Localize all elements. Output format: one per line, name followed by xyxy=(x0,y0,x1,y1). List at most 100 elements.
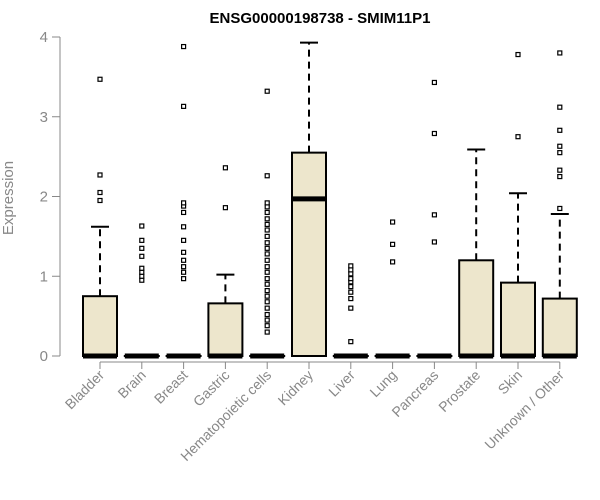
outlier-point xyxy=(557,150,563,156)
outlier-point xyxy=(557,143,563,149)
outlier-point xyxy=(97,189,103,196)
outlier-point xyxy=(348,305,354,311)
outlier-point xyxy=(181,237,187,243)
outlier-point xyxy=(264,245,270,251)
outlier-point xyxy=(264,209,270,216)
x-tick-label: Liver xyxy=(325,367,358,400)
outlier-point xyxy=(264,281,270,287)
outlier-point xyxy=(390,219,396,225)
outlier-point xyxy=(264,173,270,179)
outlier-point xyxy=(431,239,437,245)
outlier-point xyxy=(264,299,270,305)
y-tick-label: 3 xyxy=(40,109,48,126)
box-rect xyxy=(458,259,495,357)
outlier-point xyxy=(515,134,521,140)
box-group xyxy=(458,148,495,359)
outlier-point xyxy=(264,323,270,329)
outlier-point xyxy=(97,76,103,82)
outlier-point xyxy=(181,269,187,275)
box-group xyxy=(249,88,286,359)
outlier-point xyxy=(264,293,270,299)
x-tick-label: Unknown / Other xyxy=(481,367,567,453)
chart-title: ENSG00000198738 - SMIM11P1 xyxy=(210,10,431,27)
outlier-point xyxy=(264,227,270,233)
outlier-point xyxy=(557,167,563,173)
outlier-point xyxy=(348,263,354,269)
y-axis-label: Expression xyxy=(0,161,17,235)
box-group xyxy=(123,223,160,359)
x-tick-label: Kidney xyxy=(275,367,317,409)
outlier-point xyxy=(431,130,437,137)
outlier-point xyxy=(431,212,437,218)
outlier-point xyxy=(264,264,270,270)
outlier-point xyxy=(181,103,187,109)
outlier-point xyxy=(139,265,145,271)
outlier-point xyxy=(139,253,145,259)
outlier-point xyxy=(139,245,145,251)
box-group xyxy=(416,79,453,359)
outlier-point xyxy=(557,173,563,180)
outlier-point xyxy=(264,200,270,206)
box-rect xyxy=(291,151,327,357)
x-tick-label: Breast xyxy=(151,367,191,407)
y-tick-label: 1 xyxy=(40,268,48,285)
box-group xyxy=(374,219,411,359)
outlier-point xyxy=(264,88,270,94)
box-rect xyxy=(500,281,536,358)
outlier-point xyxy=(390,259,396,265)
box-group xyxy=(207,165,244,359)
outlier-point xyxy=(181,249,187,255)
x-tick-label: Lung xyxy=(366,367,399,400)
y-tick-label: 4 xyxy=(40,29,48,46)
outlier-point xyxy=(264,288,270,294)
outlier-point xyxy=(348,295,354,302)
outlier-point xyxy=(431,79,437,86)
box-group xyxy=(541,50,578,359)
outlier-point xyxy=(222,205,228,211)
outlier-point xyxy=(181,264,187,270)
outlier-point xyxy=(139,237,145,243)
outlier-point xyxy=(390,241,396,247)
outlier-point xyxy=(264,329,270,335)
outlier-point xyxy=(348,284,354,290)
outlier-point xyxy=(557,205,563,212)
box-group xyxy=(165,43,202,359)
outlier-point xyxy=(264,269,270,275)
x-tick-label: Bladder xyxy=(62,367,108,413)
box-rect xyxy=(207,302,244,357)
box-group xyxy=(291,41,327,357)
box-group xyxy=(82,76,118,359)
outlier-point xyxy=(181,200,187,206)
outlier-point xyxy=(181,209,187,216)
outlier-point xyxy=(557,127,563,133)
outlier-point xyxy=(264,240,270,246)
outlier-point xyxy=(181,224,187,230)
outlier-point xyxy=(515,51,521,58)
outlier-point xyxy=(264,221,270,228)
boxes xyxy=(82,41,578,359)
outlier-point xyxy=(264,233,270,239)
y-axis: 0 1 2 3 4 xyxy=(40,29,61,365)
outlier-point xyxy=(264,251,270,257)
outlier-point xyxy=(97,197,103,204)
y-tick-label: 2 xyxy=(40,189,48,206)
outlier-point xyxy=(557,50,563,56)
box-group xyxy=(332,263,369,359)
outlier-point xyxy=(181,276,187,282)
x-tick-label: Skin xyxy=(495,367,526,398)
outlier-point xyxy=(348,276,354,282)
box-group xyxy=(500,51,536,359)
box-rect xyxy=(82,295,118,357)
outlier-point xyxy=(222,165,228,171)
outlier-point xyxy=(264,305,270,311)
outlier-point xyxy=(557,104,563,110)
outlier-point xyxy=(264,317,270,323)
y-tick-label: 0 xyxy=(40,348,48,365)
outlier-point xyxy=(181,257,187,263)
x-tick-label: Brain xyxy=(114,367,148,401)
outlier-point xyxy=(181,43,187,50)
outlier-point xyxy=(139,223,145,229)
outlier-point xyxy=(264,311,270,318)
